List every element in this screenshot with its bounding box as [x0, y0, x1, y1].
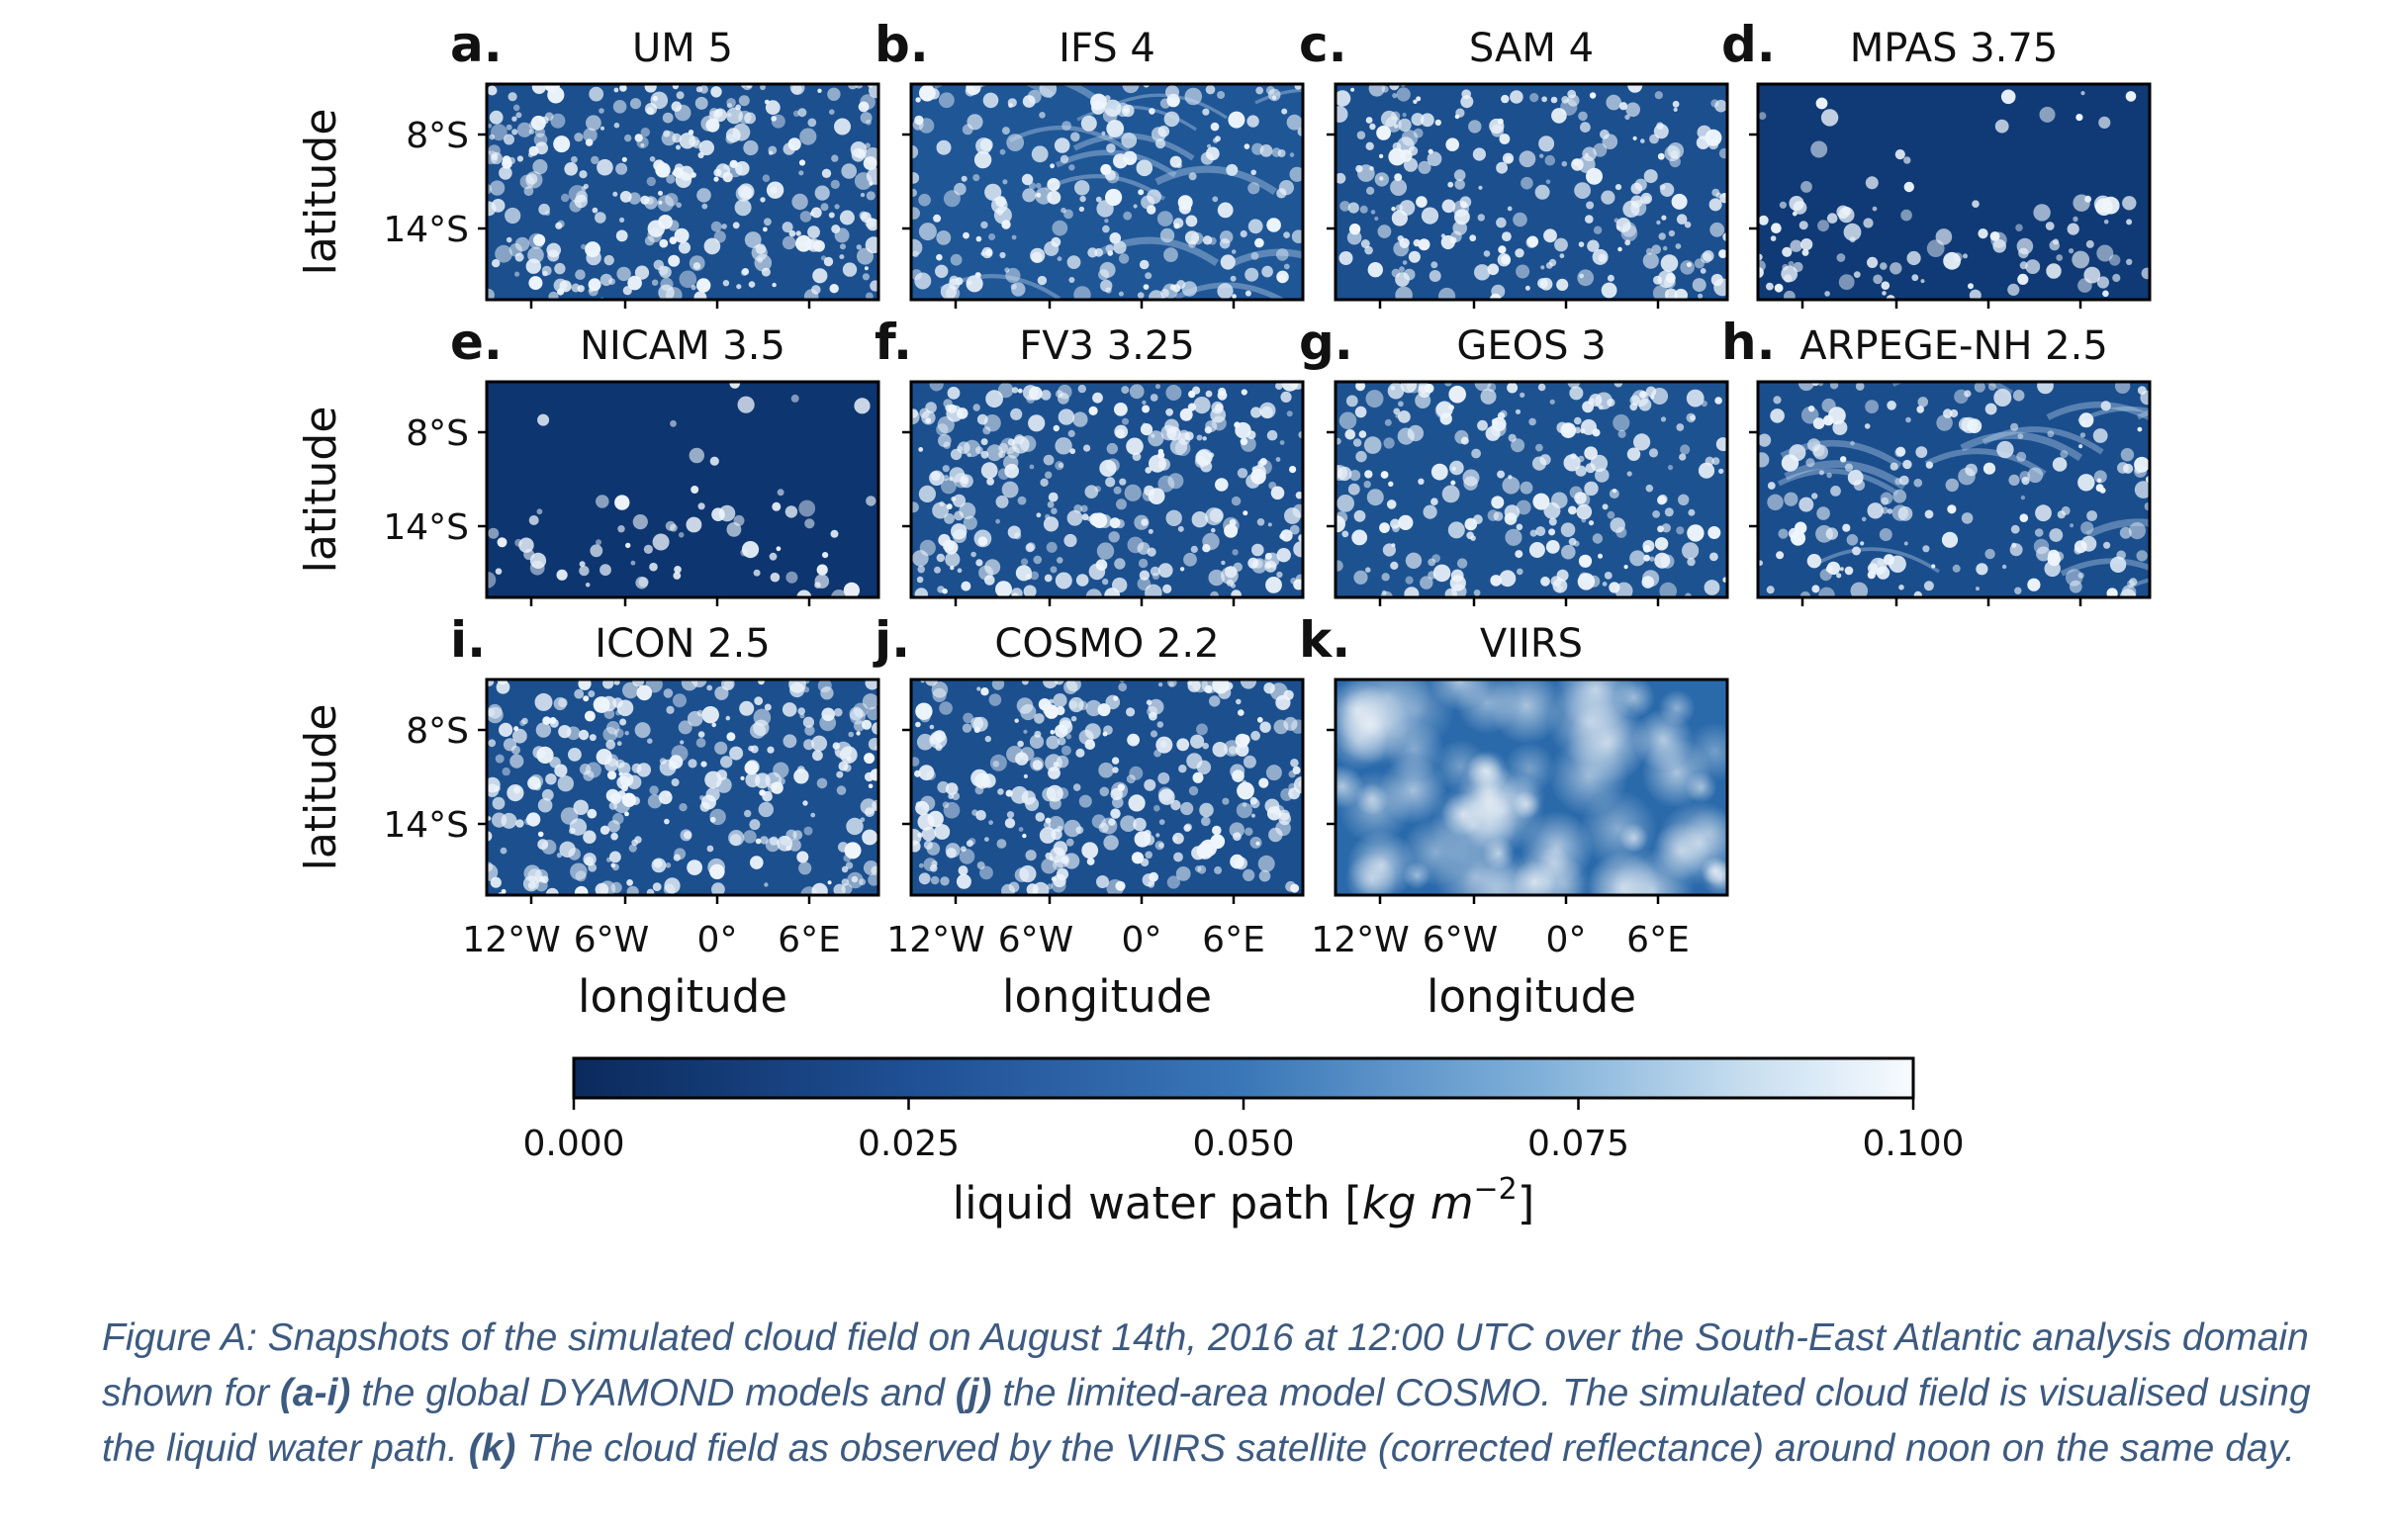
x-axis-label: longitude	[1002, 970, 1212, 1023]
x-tick-label: 6°W	[1423, 920, 1499, 960]
colorbar-tick-label: 0.050	[1192, 1124, 1294, 1164]
cloud-field	[911, 84, 1303, 300]
panel-j: j. COSMO 2.2 12°W 6°W 0° 6°E longitude	[873, 611, 1305, 1023]
panel-title: GEOS 3	[1456, 323, 1606, 369]
panel-g: g. GEOS 3	[1299, 314, 1729, 606]
panel-letter: k.	[1299, 611, 1350, 669]
y-tick-label: 14°S	[383, 507, 469, 548]
y-axis-label: latitude	[296, 109, 346, 276]
panel-title: ICON 2.5	[595, 621, 770, 667]
x-axis-label: longitude	[578, 970, 787, 1023]
panel-f: f. FV3 3.25	[875, 314, 1305, 606]
panel-d: d. MPAS 3.75	[1721, 16, 2152, 309]
panel-title: ARPEGE-NH 2.5	[1799, 323, 2108, 369]
panel-b: b. IFS 4	[875, 16, 1305, 309]
cloud-field	[487, 84, 878, 300]
caption-ref-a-i: (a-i)	[279, 1372, 351, 1414]
x-tick-label: 0°	[1122, 920, 1162, 960]
lwp-map	[487, 679, 878, 895]
figure-caption: Figure A: Snapshots of the simulated clo…	[102, 1311, 2348, 1477]
x-tick-label: 12°W	[886, 920, 984, 960]
multi-panel-figure: a. UM 5 8°S 14°S latitude b. IFS 4 c. SAM 4 d. MPA…	[296, 16, 2152, 1229]
panel-i: i. ICON 2.5 8°S 14°S latitude 12°W 6°W 0° 6°E lon…	[296, 611, 880, 1023]
caption-text: the global DYAMOND models and	[350, 1372, 956, 1414]
panel-c: c. SAM 4	[1299, 16, 1729, 309]
y-tick-label: 8°S	[406, 711, 469, 752]
panel-letter: e.	[450, 314, 503, 371]
x-tick-label: 0°	[697, 920, 738, 960]
panel-h: h. ARPEGE-NH 2.5	[1721, 314, 2152, 606]
colorbar-tick-label: 0.075	[1527, 1124, 1629, 1164]
caption-ref-k: (k)	[468, 1427, 516, 1470]
cloud-field	[1336, 679, 1727, 895]
panel-a: a. UM 5 8°S 14°S latitude	[296, 16, 880, 309]
panel-letter: j.	[873, 611, 910, 669]
x-tick-label: 6°W	[574, 920, 650, 960]
panel-letter: i.	[450, 611, 486, 669]
panel-title: UM 5	[632, 26, 733, 71]
panel-title: SAM 4	[1469, 26, 1594, 71]
y-tick-label: 14°S	[383, 805, 469, 846]
x-tick-label: 12°W	[1311, 920, 1409, 960]
panel-e: e. NICAM 3.5 8°S 14°S latitude	[296, 314, 880, 606]
cloud-field	[1758, 382, 2150, 597]
colorbar-tick-label: 0.000	[522, 1124, 624, 1164]
x-axis-label: longitude	[1427, 970, 1636, 1023]
y-axis-label: latitude	[296, 704, 346, 871]
x-tick-label: 6°W	[998, 920, 1074, 960]
x-tick-label: 6°E	[1202, 920, 1265, 960]
x-tick-label: 0°	[1546, 920, 1587, 960]
panel-letter: g.	[1299, 314, 1353, 371]
colorbar-tick-label: 0.025	[858, 1124, 960, 1164]
panel-letter: a.	[450, 16, 503, 73]
lwp-map	[487, 382, 878, 597]
panel-title: NICAM 3.5	[580, 323, 785, 369]
cloud-field	[487, 382, 876, 597]
cloud-field	[1336, 84, 1727, 300]
y-tick-label: 8°S	[406, 116, 469, 156]
x-tick-label: 6°E	[1626, 920, 1690, 960]
panel-title: COSMO 2.2	[994, 621, 1219, 667]
caption-text: The cloud field as observed by the VIIRS…	[515, 1427, 2296, 1470]
caption-text: the limited-area model COSMO. The simula…	[102, 1372, 2311, 1470]
panel-title: VIIRS	[1480, 621, 1583, 667]
panel-letter: d.	[1721, 16, 1776, 73]
panel-letter: c.	[1299, 16, 1347, 73]
colorbar-label: liquid water path [kg m−2]	[953, 1172, 1535, 1229]
panel-title: FV3 3.25	[1019, 323, 1195, 369]
caption-text: Figure A: Snapshots of the simulated clo…	[102, 1316, 2309, 1414]
panel-letter: f.	[875, 314, 912, 371]
caption-ref-j: (j)	[955, 1372, 992, 1414]
cloud-field	[911, 679, 1303, 895]
y-tick-label: 8°S	[406, 413, 469, 454]
panel-title: MPAS 3.75	[1850, 26, 2059, 71]
y-tick-label: 14°S	[383, 210, 469, 250]
panel-letter: b.	[875, 16, 929, 73]
colorbar-tick-label: 0.100	[1862, 1124, 1964, 1164]
cloud-field	[487, 679, 878, 895]
x-tick-label: 12°W	[462, 920, 560, 960]
cloud-field	[911, 382, 1303, 597]
y-axis-label: latitude	[296, 407, 346, 574]
cloud-field	[1336, 382, 1727, 597]
colorbar-gradient	[572, 1056, 1915, 1100]
colorbar: 0.000 0.025 0.050 0.075 0.100 liquid water p…	[522, 1056, 1965, 1229]
x-tick-label: 6°E	[778, 920, 841, 960]
cloud-field	[1758, 89, 2150, 300]
panel-k: k. VIIRS 12°W 6°W 0° 6°E longitude	[1299, 611, 1729, 1023]
panel-letter: h.	[1721, 314, 1776, 371]
panel-title: IFS 4	[1059, 26, 1155, 71]
